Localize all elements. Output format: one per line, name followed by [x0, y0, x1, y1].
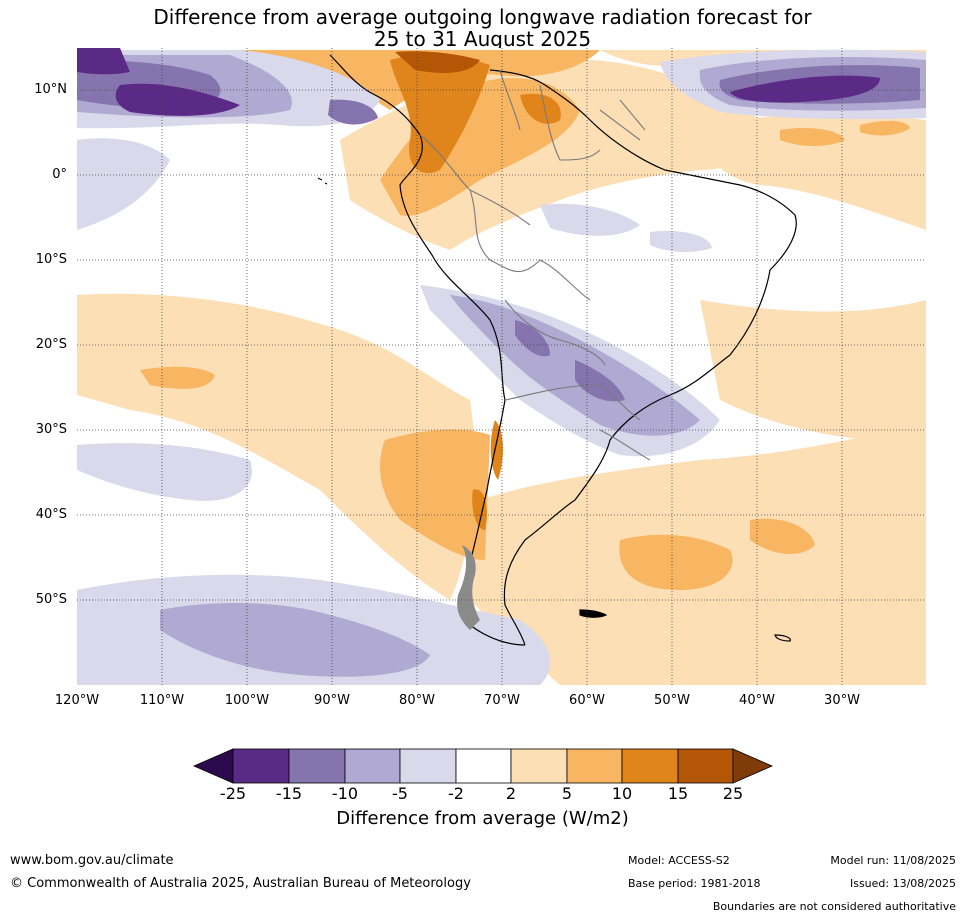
southern-chile-coast — [457, 545, 480, 630]
colorbar-title: Difference from average (W/m2) — [336, 808, 629, 829]
colorbar-tick: -15 — [275, 784, 303, 803]
lon-label-80w: 80°W — [399, 693, 435, 708]
lon-label-70w: 70°W — [484, 693, 520, 708]
colorbar-tick: -10 — [331, 784, 359, 803]
colorbar-tick: 15 — [667, 784, 689, 803]
lon-label-30w: 30°W — [824, 693, 860, 708]
colorbar-tick: 25 — [722, 784, 744, 803]
lon-label-120w: 120°W — [54, 693, 100, 708]
footer-boundaries-note: Boundaries are not considered authoritat… — [712, 900, 956, 913]
lon-label-110w: 110°W — [139, 693, 185, 708]
lat-label-30s: 30°S — [35, 422, 67, 437]
map-gridlines — [77, 48, 926, 685]
lon-label-90w: 90°W — [314, 693, 350, 708]
lon-label-60w: 60°W — [569, 693, 605, 708]
lat-label-10n: 10°N — [34, 82, 67, 97]
footer-issued: Issued: 13/08/2025 — [849, 877, 956, 890]
colorbar-tick: -5 — [392, 784, 408, 803]
lat-label-20s: 20°S — [35, 337, 67, 352]
footer-url: www.bom.gov.au/climate — [10, 853, 174, 868]
footer-copyright: © Commonwealth of Australia 2025, Austra… — [10, 876, 471, 891]
lat-label-50s: 50°S — [35, 592, 67, 607]
lat-label-0: 0° — [52, 167, 67, 182]
colorbar-tick: 10 — [611, 784, 633, 803]
colorbar-tick: 2 — [505, 784, 517, 803]
lon-label-100w: 100°W — [224, 693, 270, 708]
country-borders — [419, 69, 651, 461]
colorbar — [192, 748, 774, 784]
lat-label-40s: 40°S — [35, 507, 67, 522]
colorbar-tick: -2 — [448, 784, 464, 803]
lat-label-10s: 10°S — [35, 252, 67, 267]
colorbar-tick: -25 — [219, 784, 247, 803]
colorbar-tick: 5 — [561, 784, 573, 803]
lon-label-50w: 50°W — [654, 693, 690, 708]
lon-label-40w: 40°W — [739, 693, 775, 708]
map-title-line2: 25 to 31 August 2025 — [373, 27, 592, 51]
anomaly-field — [77, 48, 926, 685]
footer-model-run: Model run: 11/08/2025 — [830, 854, 956, 867]
footer-model: Model: ACCESS-S2 — [628, 854, 730, 867]
map-title-line1: Difference from average outgoing longwav… — [153, 5, 812, 29]
footer-base-period: Base period: 1981-2018 — [628, 877, 761, 890]
